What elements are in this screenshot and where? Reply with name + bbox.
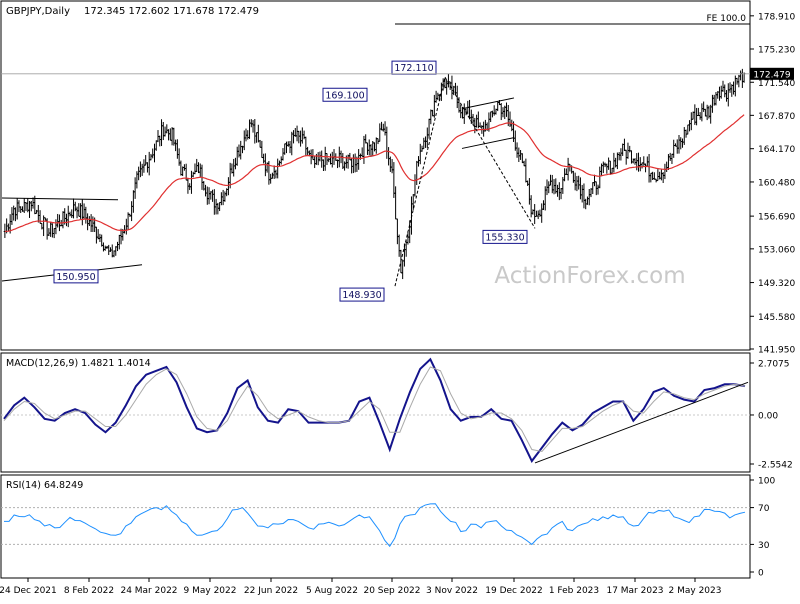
time-axis: 24 Dec 2021 8 Feb 2022 24 Mar 2022 9 May 20… — [0, 578, 721, 596]
time-tick-label: 24 Dec 2021 — [0, 586, 57, 596]
price-annotation-box — [322, 87, 368, 102]
rsi-line — [3, 503, 746, 548]
macd-tick-label: 0.00 — [758, 411, 778, 421]
wedge-lower-line — [461, 137, 515, 149]
price-tick-label: 160.480 — [758, 178, 795, 188]
price-tick-label: 156.690 — [758, 213, 795, 223]
price-annotation-label: 148.930 — [342, 290, 381, 301]
macd-line — [3, 357, 746, 463]
watermark: ActionForex.com — [494, 263, 685, 289]
price-annotation-label: 155.330 — [485, 232, 524, 243]
time-tick-label: 17 Mar 2023 — [606, 586, 663, 596]
annotations: 172.110 169.100 155.330 150.950 148.930 — [53, 60, 528, 302]
price-tick-label: 178.910 — [758, 12, 795, 22]
current-price-marker: 172.479 — [1, 67, 794, 80]
current-price-label: 172.479 — [753, 70, 790, 80]
price-tick-label: 149.320 — [758, 279, 795, 289]
chart-symbol: GBPJPY,Daily — [6, 6, 70, 17]
price-tick-label: 167.870 — [758, 112, 795, 122]
fib-line-2 — [444, 76, 536, 229]
ma-line — [4, 114, 745, 233]
rsi-tick-label: 100 — [758, 477, 775, 487]
price-annotation-box — [482, 229, 528, 244]
time-tick-label: 20 Sep 2022 — [363, 586, 420, 596]
chart-header: GBPJPY,Daily 172.345 172.602 171.678 172… — [6, 6, 259, 17]
rsi-tick-label: 30 — [758, 541, 770, 551]
macd-marks — [3, 357, 749, 464]
chart-ohlc: 172.345 172.602 171.678 172.479 — [84, 6, 259, 17]
macd-trendline — [534, 381, 749, 464]
price-annotation-label: 150.950 — [56, 272, 95, 283]
fe-level: FE 100.0 — [395, 14, 750, 25]
fe-level-label: FE 100.0 — [707, 14, 747, 24]
macd-tick-label: 2.7075 — [758, 360, 790, 370]
price-tick-label: 141.950 — [758, 346, 795, 356]
price-marks — [3, 68, 746, 280]
price-tick-label: 171.540 — [758, 79, 795, 89]
time-tick-label: 24 Mar 2022 — [120, 586, 177, 596]
wedge-upper-line — [461, 97, 515, 110]
rsi-panel-frame — [0, 474, 751, 579]
time-tick-label: 9 May 2022 — [184, 586, 237, 596]
macd-tick-label: -2.5542 — [758, 461, 793, 471]
time-tick-label: 1 Feb 2023 — [549, 586, 599, 596]
rsi-marks — [3, 503, 746, 548]
price-annotation-box — [339, 287, 385, 302]
price-annotation-label: 169.100 — [325, 90, 364, 101]
price-tick-label: 145.580 — [758, 313, 795, 323]
rsi-title: RSI(14) 64.8249 — [6, 480, 83, 491]
time-tick-label: 3 Nov 2022 — [426, 586, 478, 596]
price-axis: 178.910 175.230 171.540 167.870 164.170 160.4… — [750, 12, 795, 356]
time-tick-label: 2 May 2023 — [669, 586, 722, 596]
time-tick-label: 22 Jun 2022 — [244, 586, 298, 596]
rsi-tick-label: 0 — [758, 569, 764, 579]
rsi-tick-label: 70 — [758, 504, 770, 514]
time-tick-label: 19 Dec 2022 — [485, 586, 543, 596]
rsi-axis: 100 70 30 0 — [1, 477, 775, 579]
price-tick-label: 164.170 — [758, 145, 795, 155]
macd-title: MACD(12,26,9) 1.4821 1.4014 — [6, 358, 151, 369]
price-tick-label: 175.230 — [758, 45, 795, 55]
price-annotation-label: 172.110 — [394, 63, 433, 74]
time-tick-label: 5 Aug 2022 — [306, 586, 358, 596]
resistance-line — [1, 197, 119, 201]
current-price-box — [750, 67, 794, 80]
time-tick-label: 8 Feb 2022 — [64, 586, 114, 596]
macd-signal-line — [3, 366, 746, 452]
price-annotation-box — [53, 269, 99, 284]
price-tick-label: 153.060 — [758, 245, 795, 255]
fib-line-1 — [394, 77, 446, 287]
